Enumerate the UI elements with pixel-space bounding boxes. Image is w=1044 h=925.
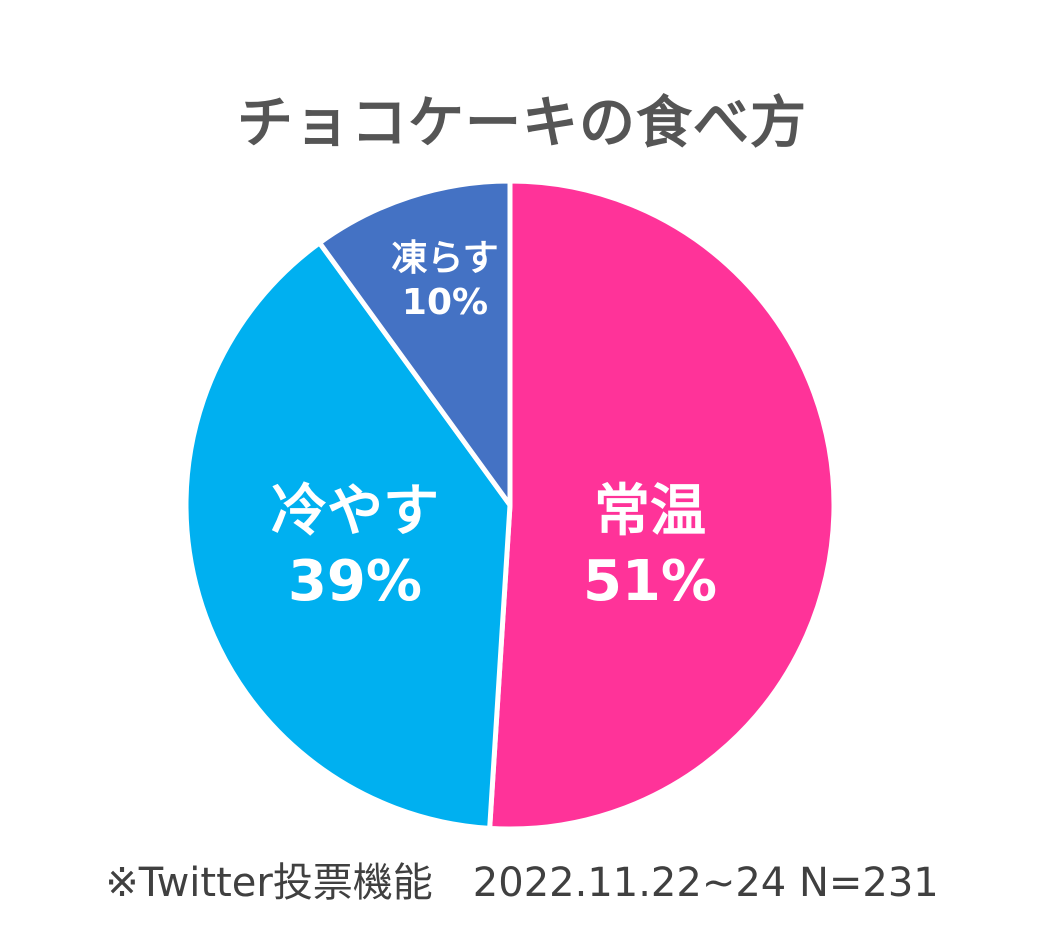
pie-slice-2	[183, 240, 513, 831]
pie-slice-3	[317, 178, 513, 508]
slice-value-3: 10%	[402, 282, 488, 323]
chart-note: ※Twitter投票機能 2022.11.22~24 N=231	[105, 860, 939, 906]
slice-value-2: 39%	[288, 549, 422, 614]
slice-value-1: 51%	[583, 549, 717, 614]
pie-slices	[183, 178, 837, 832]
slice-label-3: 凍らす	[391, 238, 498, 279]
pie-slice-1	[487, 178, 837, 832]
slice-label-2: 冷やす	[271, 479, 439, 544]
chart-title: チョコケーキの食べ方	[237, 91, 807, 156]
slice-label-1: 常温	[594, 479, 706, 544]
